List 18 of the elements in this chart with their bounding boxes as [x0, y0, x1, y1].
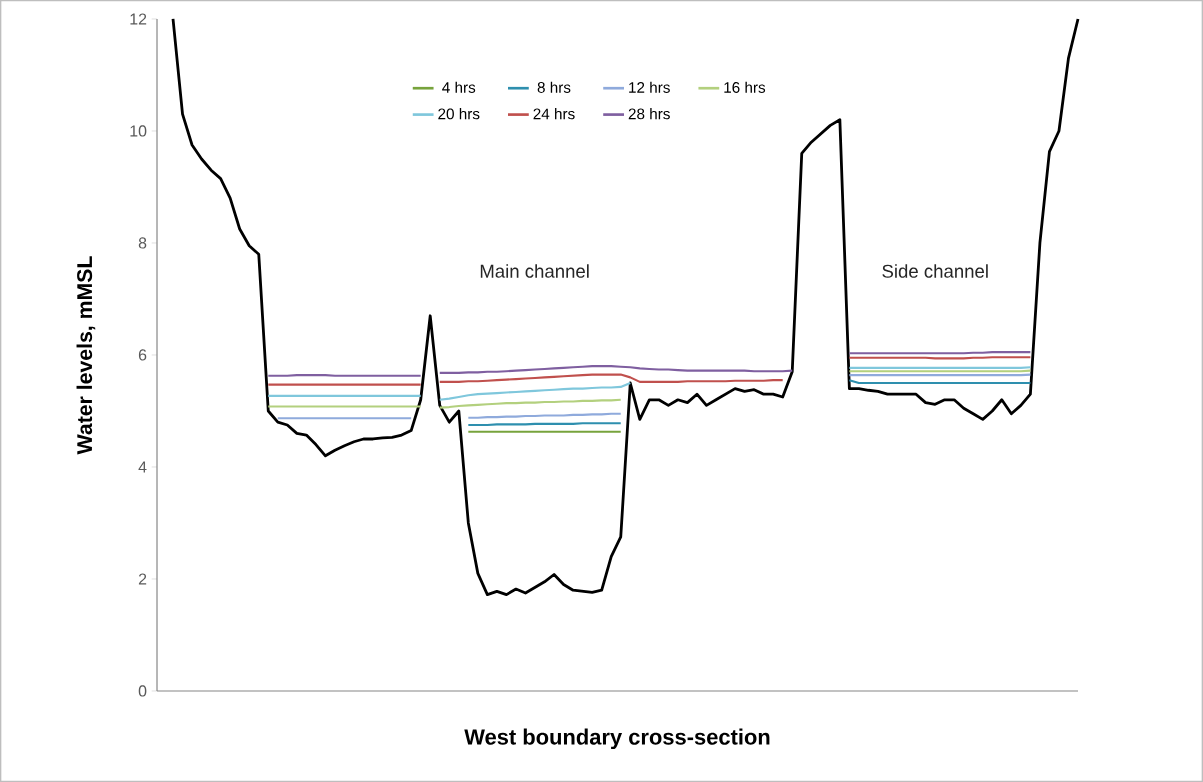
y-tick-label: 0: [138, 685, 147, 697]
y-tick-label: 12: [130, 13, 147, 25]
annotation: Side channel: [882, 264, 988, 278]
y-axis-title: Water levels, mMSL: [76, 256, 96, 455]
legend-label: 20 hrs: [438, 108, 480, 120]
y-tick-label: 6: [138, 349, 147, 361]
legend-label: 24 hrs: [533, 108, 575, 120]
annotation: Main channel: [480, 264, 589, 278]
legend-label: 28 hrs: [628, 108, 670, 120]
y-tick-label: 10: [130, 125, 147, 137]
legend-label: 4 hrs: [442, 81, 476, 93]
x-axis-title: West boundary cross-section: [464, 728, 770, 750]
y-tick-label: 4: [138, 461, 147, 473]
legend-label: 8 hrs: [537, 81, 571, 93]
legend-label: 16 hrs: [724, 81, 766, 93]
y-tick-label: 8: [138, 237, 147, 249]
legend-label: 12 hrs: [629, 81, 670, 93]
y-tick-label: 2: [138, 573, 147, 585]
